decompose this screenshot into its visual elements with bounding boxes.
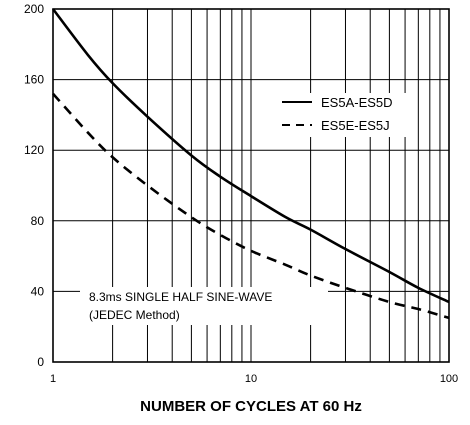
axis-ticks: 0 40 80 120 160 200 1 10 100 bbox=[24, 2, 458, 385]
legend-label-es5a-es5d: ES5A-ES5D bbox=[321, 95, 393, 110]
plot-frame bbox=[52, 8, 450, 363]
x-tick-label: 10 bbox=[245, 373, 257, 385]
x-tick-label: 100 bbox=[440, 373, 458, 385]
x-axis-title: NUMBER OF CYCLES AT 60 Hz bbox=[140, 398, 362, 415]
series-lines bbox=[51, 8, 450, 320]
y-tick-label: 120 bbox=[24, 143, 44, 157]
series-line-es5a-es5d bbox=[51, 8, 450, 304]
y-tick-label: 80 bbox=[31, 214, 45, 228]
annotation-line-1: 8.3ms SINGLE HALF SINE-WAVE bbox=[89, 290, 272, 304]
y-tick-label: 0 bbox=[37, 355, 44, 369]
annotation-background bbox=[80, 287, 328, 325]
x-tick-label: 1 bbox=[50, 373, 56, 385]
legend-background bbox=[272, 93, 414, 137]
y-tick-label: 160 bbox=[24, 73, 44, 87]
annotation-line-2: (JEDEC Method) bbox=[89, 308, 180, 322]
series-line-es5e-es5j bbox=[52, 92, 450, 320]
annotation: 8.3ms SINGLE HALF SINE-WAVE (JEDEC Metho… bbox=[80, 287, 328, 325]
y-tick-label: 40 bbox=[31, 284, 45, 298]
y-tick-label: 200 bbox=[24, 2, 44, 16]
legend-label-es5e-es5j: ES5E-ES5J bbox=[321, 118, 390, 133]
legend: ES5A-ES5D ES5E-ES5J bbox=[272, 93, 414, 137]
